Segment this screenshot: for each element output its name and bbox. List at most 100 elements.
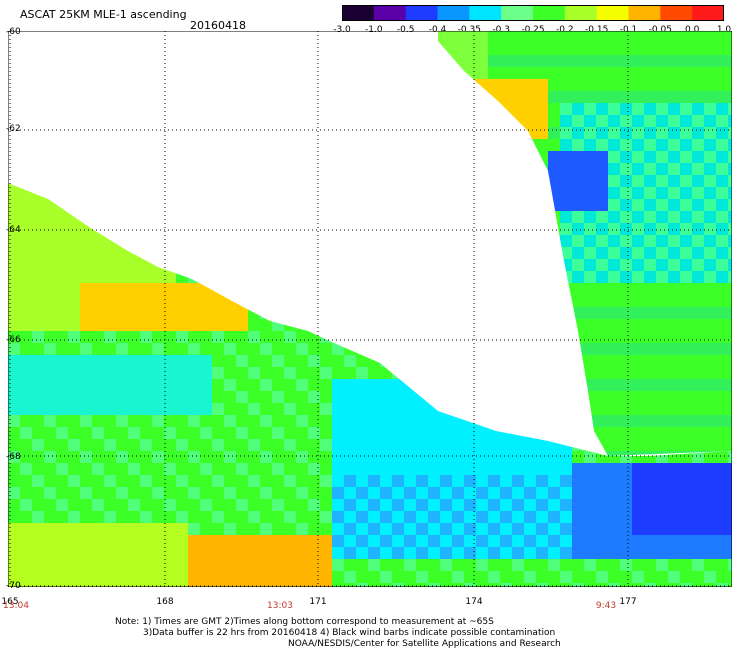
wind-pixel bbox=[224, 331, 236, 343]
wind-pixel bbox=[548, 583, 560, 587]
wind-pixel bbox=[116, 331, 128, 343]
wind-pixel bbox=[452, 223, 464, 235]
wind-pixel bbox=[392, 379, 404, 391]
wind-pixel bbox=[536, 367, 548, 379]
wind-pixel bbox=[524, 259, 536, 271]
wind-pixel bbox=[128, 427, 140, 439]
wind-pixel bbox=[8, 55, 20, 67]
wind-pixel bbox=[284, 571, 296, 583]
wind-pixel bbox=[272, 391, 284, 403]
wind-pixel bbox=[452, 439, 464, 451]
wind-pixel bbox=[380, 211, 392, 223]
wind-pixel bbox=[260, 511, 272, 523]
wind-pixel bbox=[80, 79, 92, 91]
wind-pixel bbox=[248, 91, 260, 103]
wind-pixel bbox=[200, 343, 212, 355]
wind-pixel bbox=[236, 415, 248, 427]
wind-pixel bbox=[476, 223, 488, 235]
wind-pixel bbox=[596, 319, 608, 331]
wind-pixel bbox=[56, 583, 68, 587]
wind-pixel bbox=[536, 475, 548, 487]
wind-pixel bbox=[548, 319, 560, 331]
wind-pixel bbox=[224, 91, 236, 103]
colorbar-swatch bbox=[405, 5, 438, 21]
wind-pixel bbox=[224, 103, 236, 115]
wind-pixel bbox=[668, 127, 680, 139]
wind-pixel bbox=[680, 403, 692, 415]
wind-pixel bbox=[152, 223, 164, 235]
wind-pixel bbox=[392, 199, 404, 211]
wind-pixel bbox=[44, 439, 56, 451]
wind-pixel bbox=[116, 259, 128, 271]
wind-pixel bbox=[356, 139, 368, 151]
wind-pixel bbox=[236, 43, 248, 55]
wind-pixel bbox=[308, 175, 320, 187]
wind-pixel bbox=[248, 127, 260, 139]
wind-pixel bbox=[128, 391, 140, 403]
wind-pixel bbox=[428, 103, 440, 115]
wind-pixel bbox=[236, 103, 248, 115]
wind-pixel bbox=[464, 271, 476, 283]
wind-pixel bbox=[368, 403, 380, 415]
wind-pixel bbox=[308, 31, 320, 43]
wind-pixel bbox=[260, 283, 272, 295]
wind-pixel bbox=[368, 223, 380, 235]
wind-pixel bbox=[728, 247, 732, 259]
wind-pixel bbox=[452, 391, 464, 403]
wind-pixel bbox=[224, 475, 236, 487]
wind-pixel bbox=[464, 331, 476, 343]
wind-pixel bbox=[704, 367, 716, 379]
wind-pixel bbox=[356, 235, 368, 247]
wind-pixel bbox=[320, 247, 332, 259]
wind-pixel bbox=[308, 67, 320, 79]
wind-pixel bbox=[572, 259, 584, 271]
wind-pixel bbox=[392, 415, 404, 427]
wind-pixel bbox=[20, 427, 32, 439]
wind-pixel bbox=[356, 295, 368, 307]
wind-pixel bbox=[92, 307, 104, 319]
wind-pixel bbox=[356, 343, 368, 355]
wind-pixel bbox=[176, 343, 188, 355]
wind-pixel bbox=[416, 103, 428, 115]
wind-pixel bbox=[224, 151, 236, 163]
wind-pixel bbox=[296, 91, 308, 103]
wind-pixel bbox=[200, 139, 212, 151]
wind-pixel bbox=[152, 31, 164, 43]
wind-pixel bbox=[308, 307, 320, 319]
wind-pixel bbox=[716, 211, 728, 223]
wind-pixel bbox=[224, 583, 236, 587]
wind-pixel bbox=[296, 511, 308, 523]
wind-pixel bbox=[620, 235, 632, 247]
wind-pixel bbox=[620, 475, 632, 487]
wind-pixel bbox=[488, 223, 500, 235]
wind-pixel bbox=[140, 319, 152, 331]
wind-pixel bbox=[260, 187, 272, 199]
wind-pixel bbox=[272, 31, 284, 43]
wind-pixel bbox=[284, 343, 296, 355]
wind-pixel bbox=[524, 211, 536, 223]
wind-pixel bbox=[392, 139, 404, 151]
wind-pixel bbox=[452, 163, 464, 175]
wind-pixel bbox=[284, 199, 296, 211]
wind-pixel bbox=[380, 127, 392, 139]
wind-pixel bbox=[356, 103, 368, 115]
wind-pixel bbox=[368, 307, 380, 319]
wind-pixel bbox=[116, 223, 128, 235]
wind-pixel bbox=[692, 415, 704, 427]
wind-pixel bbox=[656, 271, 668, 283]
wind-pixel bbox=[8, 43, 20, 55]
wind-pixel bbox=[44, 199, 56, 211]
wind-pixel bbox=[500, 151, 512, 163]
wind-pixel bbox=[656, 151, 668, 163]
wind-pixel bbox=[356, 475, 368, 487]
wind-pixel bbox=[128, 379, 140, 391]
wind-pixel bbox=[248, 523, 260, 535]
wind-pixel bbox=[428, 235, 440, 247]
wind-pixel bbox=[128, 475, 140, 487]
wind-pixel bbox=[20, 559, 32, 571]
wind-pixel bbox=[452, 199, 464, 211]
wind-pixel bbox=[464, 451, 476, 463]
wind-pixel bbox=[212, 223, 224, 235]
wind-pixel bbox=[8, 283, 20, 295]
wind-pixel bbox=[344, 475, 356, 487]
